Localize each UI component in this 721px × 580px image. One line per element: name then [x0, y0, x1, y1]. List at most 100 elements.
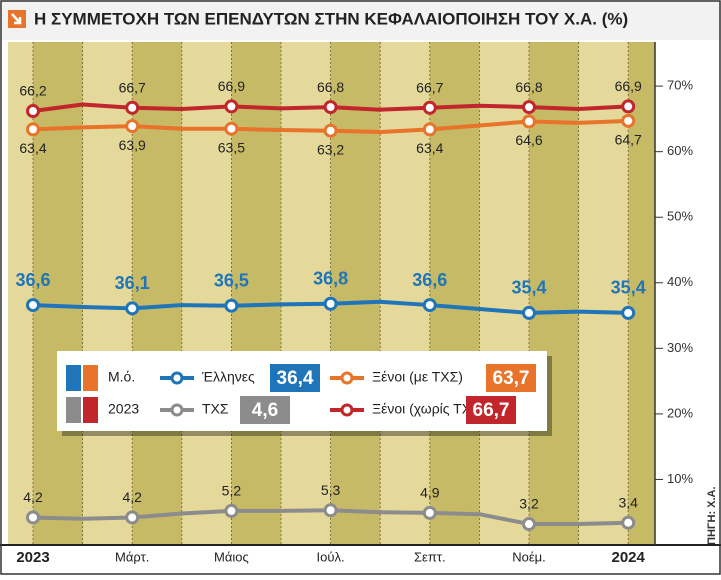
data-label: 36,5: [214, 270, 249, 290]
chart-title: Η ΣΥΜΜΕΤΟΧΗ ΤΩΝ ΕΠΕΝΔΥΤΩΝ ΣΤΗΝ ΚΕΦΑΛΑΙΟΠ…: [34, 9, 628, 28]
mean-box: [270, 364, 320, 392]
data-label: 64,6: [515, 132, 542, 148]
x-tick-label: Μάιος: [214, 549, 249, 564]
data-label: 5,2: [222, 483, 242, 499]
data-label: 35,4: [611, 278, 646, 298]
data-label: 4,9: [420, 485, 440, 501]
x-tick-label: 2024: [612, 549, 646, 566]
data-label: 66,8: [515, 79, 542, 95]
marker: [26, 510, 40, 525]
data-label: 5,3: [321, 482, 341, 498]
data-label: 4,2: [122, 489, 142, 505]
legend-marker: [170, 371, 184, 385]
legend-swatch: [66, 397, 81, 423]
marker: [522, 100, 536, 115]
mean-label: 63,7: [493, 368, 530, 389]
source: ΠΗΓΗ: Χ.Α.: [706, 486, 718, 545]
marker: [125, 100, 140, 115]
y-tick-label: 10%: [667, 471, 693, 486]
legend-label: Έλληνες: [201, 369, 255, 385]
band: [231, 42, 281, 545]
band: [429, 42, 480, 545]
legend-row-label: Μ.ό.: [108, 369, 135, 385]
legend-swatch: [83, 365, 98, 391]
data-label: 36,8: [313, 269, 348, 289]
data-label: 64,7: [615, 132, 642, 148]
mean-box: [466, 396, 516, 424]
y-tick-label: 60%: [667, 143, 693, 158]
marker: [621, 515, 636, 530]
title-arrow: [11, 13, 22, 25]
marker: [522, 114, 536, 129]
legend-swatch: [66, 365, 81, 391]
data-label: 66,8: [317, 79, 344, 95]
marker: [125, 119, 140, 134]
marker: [422, 298, 437, 313]
marker: [621, 99, 636, 114]
y-tick-label: 50%: [667, 209, 693, 224]
data-label: 36,1: [115, 273, 150, 293]
mean-label: 66,7: [473, 400, 510, 421]
marker: [422, 122, 437, 137]
data-label: 4,2: [23, 489, 43, 505]
mean-label: 36,4: [277, 368, 314, 389]
band: [330, 42, 381, 545]
data-label: 63,9: [119, 137, 146, 153]
legend-label: ΤΧΣ: [202, 401, 229, 417]
data-label: 66,9: [218, 78, 245, 94]
mean-box: [240, 396, 290, 424]
band: [132, 42, 182, 545]
y-tick-label: 70%: [667, 78, 693, 93]
marker: [26, 104, 40, 119]
band: [529, 42, 579, 545]
mean-box: [486, 364, 536, 392]
marker: [125, 510, 140, 525]
marker: [621, 305, 636, 320]
marker: [26, 122, 40, 137]
marker: [323, 100, 338, 115]
title-bar: [0, 0, 721, 40]
marker: [224, 503, 239, 518]
legend-marker: [170, 403, 184, 417]
y-tick-label: 20%: [667, 405, 693, 420]
legend-row-label: 2023: [108, 401, 139, 417]
data-label: 63,2: [317, 141, 344, 157]
marker: [323, 123, 338, 138]
x-tick-label: Σεπτ.: [414, 549, 446, 564]
marker: [522, 517, 536, 532]
marker: [323, 296, 338, 311]
x-tick-label: Ιούλ.: [317, 549, 345, 564]
marker: [125, 301, 140, 316]
data-label: 63,4: [19, 140, 46, 156]
legend-swatch: [83, 397, 98, 423]
legend-label: Ξένοι (με ΤΧΣ): [372, 369, 463, 385]
data-label: 63,5: [218, 139, 245, 155]
data-label: 35,4: [511, 278, 546, 298]
legend-label: Ξένοι (χωρίς ΤΧΣ): [372, 401, 484, 417]
x-tick-label: Νοέμ.: [512, 549, 546, 564]
data-label: 63,4: [416, 140, 443, 156]
x-tick-label: Μάρτ.: [115, 549, 149, 564]
data-label: 66,2: [19, 83, 46, 99]
marker: [26, 298, 40, 313]
data-label: 3,2: [519, 496, 539, 512]
marker: [224, 99, 239, 114]
data-label: 36,6: [412, 270, 447, 290]
mean-label: 4,6: [252, 400, 278, 421]
marker: [522, 305, 536, 320]
marker: [224, 121, 239, 136]
marker: [422, 505, 437, 520]
marker: [621, 113, 636, 128]
band: [33, 42, 83, 545]
y-tick-label: 30%: [667, 340, 693, 355]
data-label: 66,7: [416, 79, 443, 95]
data-label: 66,7: [119, 79, 146, 95]
marker: [323, 503, 338, 518]
legend-marker: [340, 403, 354, 417]
data-label: 66,9: [615, 78, 642, 94]
x-tick-label: 2023: [16, 549, 49, 566]
marker: [422, 100, 437, 115]
y-tick-label: 40%: [667, 274, 693, 289]
legend-marker: [340, 371, 354, 385]
